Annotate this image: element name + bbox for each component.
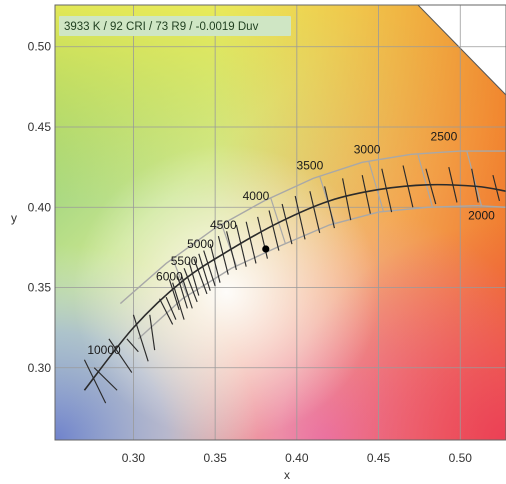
band-divider (417, 153, 434, 208)
isotemperature-line (168, 279, 180, 311)
y-tick-label: 0.35 (28, 281, 52, 295)
y-tick-label: 0.40 (28, 200, 52, 214)
cct-label: 3500 (297, 159, 324, 173)
isotemperature-line (281, 203, 293, 245)
measurement-badge: 3933 K / 92 CRI / 73 R9 / -0.0019 Duv (64, 21, 259, 33)
grid-lines (55, 5, 506, 440)
x-tick-label: 0.40 (285, 451, 309, 465)
isotemperature-line (177, 276, 188, 309)
band-lower-edge (137, 204, 506, 340)
isotemperature-line (217, 236, 229, 275)
isotemperature-line (183, 268, 198, 303)
isotemperature-line (193, 258, 208, 295)
isotemperature-line (309, 191, 321, 234)
y-tick-label: 0.30 (28, 361, 52, 375)
cct-label: 6000 (156, 269, 183, 283)
isotemperature-line (324, 186, 335, 229)
isotemperature-line (108, 338, 133, 373)
tolerance-band (119, 150, 506, 340)
band-upper-edge (119, 150, 506, 305)
cct-label: 5000 (187, 237, 214, 251)
isotemperature-line (132, 314, 149, 362)
isotemperature-line (172, 282, 185, 320)
band-divider (172, 258, 188, 296)
isotemperature-line (159, 298, 174, 325)
measured-point (262, 245, 270, 253)
y-axis-label: y (11, 211, 17, 225)
band-divider (368, 161, 385, 212)
isotemperature-line (180, 272, 193, 309)
y-tick-label: 0.50 (28, 40, 52, 54)
isotemperature-line (245, 221, 257, 264)
band-divider (270, 197, 286, 244)
isotemperature-line (425, 168, 437, 205)
x-axis-ticks: 0.30 0.35 0.40 0.45 0.50 (122, 451, 472, 465)
isotemperature-line (165, 296, 177, 320)
isotemperature-line (268, 210, 280, 251)
isotemperature-line (198, 253, 211, 291)
y-axis-ticks: 0.30 0.35 0.40 0.45 0.50 (28, 40, 52, 375)
isotemperature-line (294, 195, 306, 240)
isotemperature-line (342, 178, 352, 221)
x-tick-label: 0.30 (122, 451, 146, 465)
isotemperature-line (83, 359, 107, 404)
isotemperature-line (149, 314, 156, 351)
y-tick-label: 0.45 (28, 120, 52, 134)
isotemperature-line (235, 224, 247, 267)
isotemperature-line (126, 338, 139, 353)
cct-label: 4000 (243, 189, 270, 203)
x-tick-label: 0.50 (449, 451, 473, 465)
plot-frame (54, 4, 506, 441)
isotemperature-line (492, 175, 501, 201)
cct-label: 2500 (431, 130, 458, 144)
cct-label: 4500 (210, 218, 237, 232)
isotemperature-line (203, 250, 216, 287)
x-tick-label: 0.35 (203, 451, 227, 465)
x-tick-label: 0.45 (367, 451, 391, 465)
cct-label: 10000 (87, 343, 121, 357)
isotemperature-line (188, 261, 200, 296)
cct-label: 2000 (468, 208, 495, 222)
cct-label: 5500 (171, 254, 198, 268)
isotemperature-line (209, 244, 221, 283)
cct-label: 3000 (354, 142, 381, 156)
x-axis-label: x (284, 468, 290, 482)
isotemperature-line (226, 231, 237, 270)
isotemperature-line (381, 168, 393, 213)
isotemperature-line (361, 175, 371, 214)
planckian-locus (83, 183, 506, 391)
measurement-badge-background (59, 16, 291, 36)
